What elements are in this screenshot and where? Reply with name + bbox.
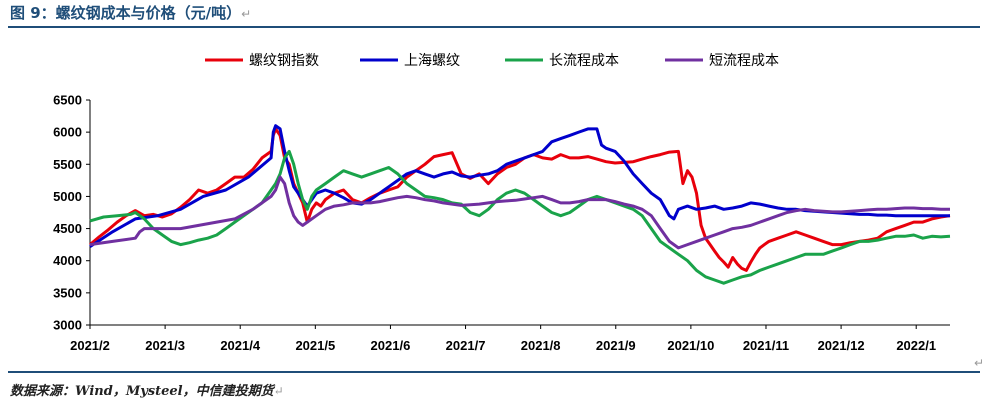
- x-tick-label: 2022/1: [896, 338, 936, 353]
- series-line: [89, 124, 950, 248]
- x-tick-label: 2021/4: [220, 338, 261, 353]
- x-tick-label: 2021/8: [521, 338, 561, 353]
- x-tick-label: 2021/12: [818, 338, 865, 353]
- x-tick-label: 2021/2: [70, 338, 110, 353]
- return-mark-icon: ↵: [973, 356, 984, 370]
- y-tick-label: 6500: [53, 93, 82, 108]
- return-mark-icon: ↵: [241, 7, 252, 21]
- top-rule: [8, 26, 980, 28]
- bottom-rule: [8, 371, 980, 373]
- y-tick-label: 3500: [53, 285, 82, 300]
- series-line: [89, 175, 950, 250]
- y-tick-label: 5500: [53, 157, 82, 172]
- x-tick-label: 2021/9: [596, 338, 636, 353]
- y-tick-label: 4500: [53, 221, 82, 236]
- x-tick-label: 2021/7: [446, 338, 486, 353]
- y-tick-label: 3000: [53, 318, 82, 333]
- figure-title: 图 9：螺纹钢成本与价格（元/吨）↵: [10, 2, 251, 23]
- legend-label: 长流程成本: [549, 53, 619, 69]
- figure-title-text: 图 9：螺纹钢成本与价格（元/吨）: [10, 4, 242, 22]
- y-tick-label: 6000: [53, 125, 82, 140]
- x-tick-label: 2021/6: [371, 338, 411, 353]
- x-tick-label: 2021/11: [743, 338, 789, 353]
- x-tick-label: 2021/10: [667, 338, 714, 353]
- return-mark-icon: ↵: [273, 384, 284, 398]
- data-source-text: 数据来源：Wind，Mysteel，中信建投期货: [10, 384, 274, 399]
- x-tick-label: 2021/5: [295, 338, 335, 353]
- y-tick-label: 5000: [53, 189, 82, 204]
- x-tick-label: 2021/3: [145, 338, 185, 353]
- y-tick-label: 4000: [53, 253, 82, 268]
- legend-label: 螺纹钢指数: [249, 53, 319, 69]
- data-source: 数据来源：Wind，Mysteel，中信建投期货↵: [10, 380, 284, 399]
- series-line: [89, 149, 951, 285]
- legend-label: 上海螺纹: [404, 53, 460, 69]
- legend-label: 短流程成本: [709, 53, 779, 69]
